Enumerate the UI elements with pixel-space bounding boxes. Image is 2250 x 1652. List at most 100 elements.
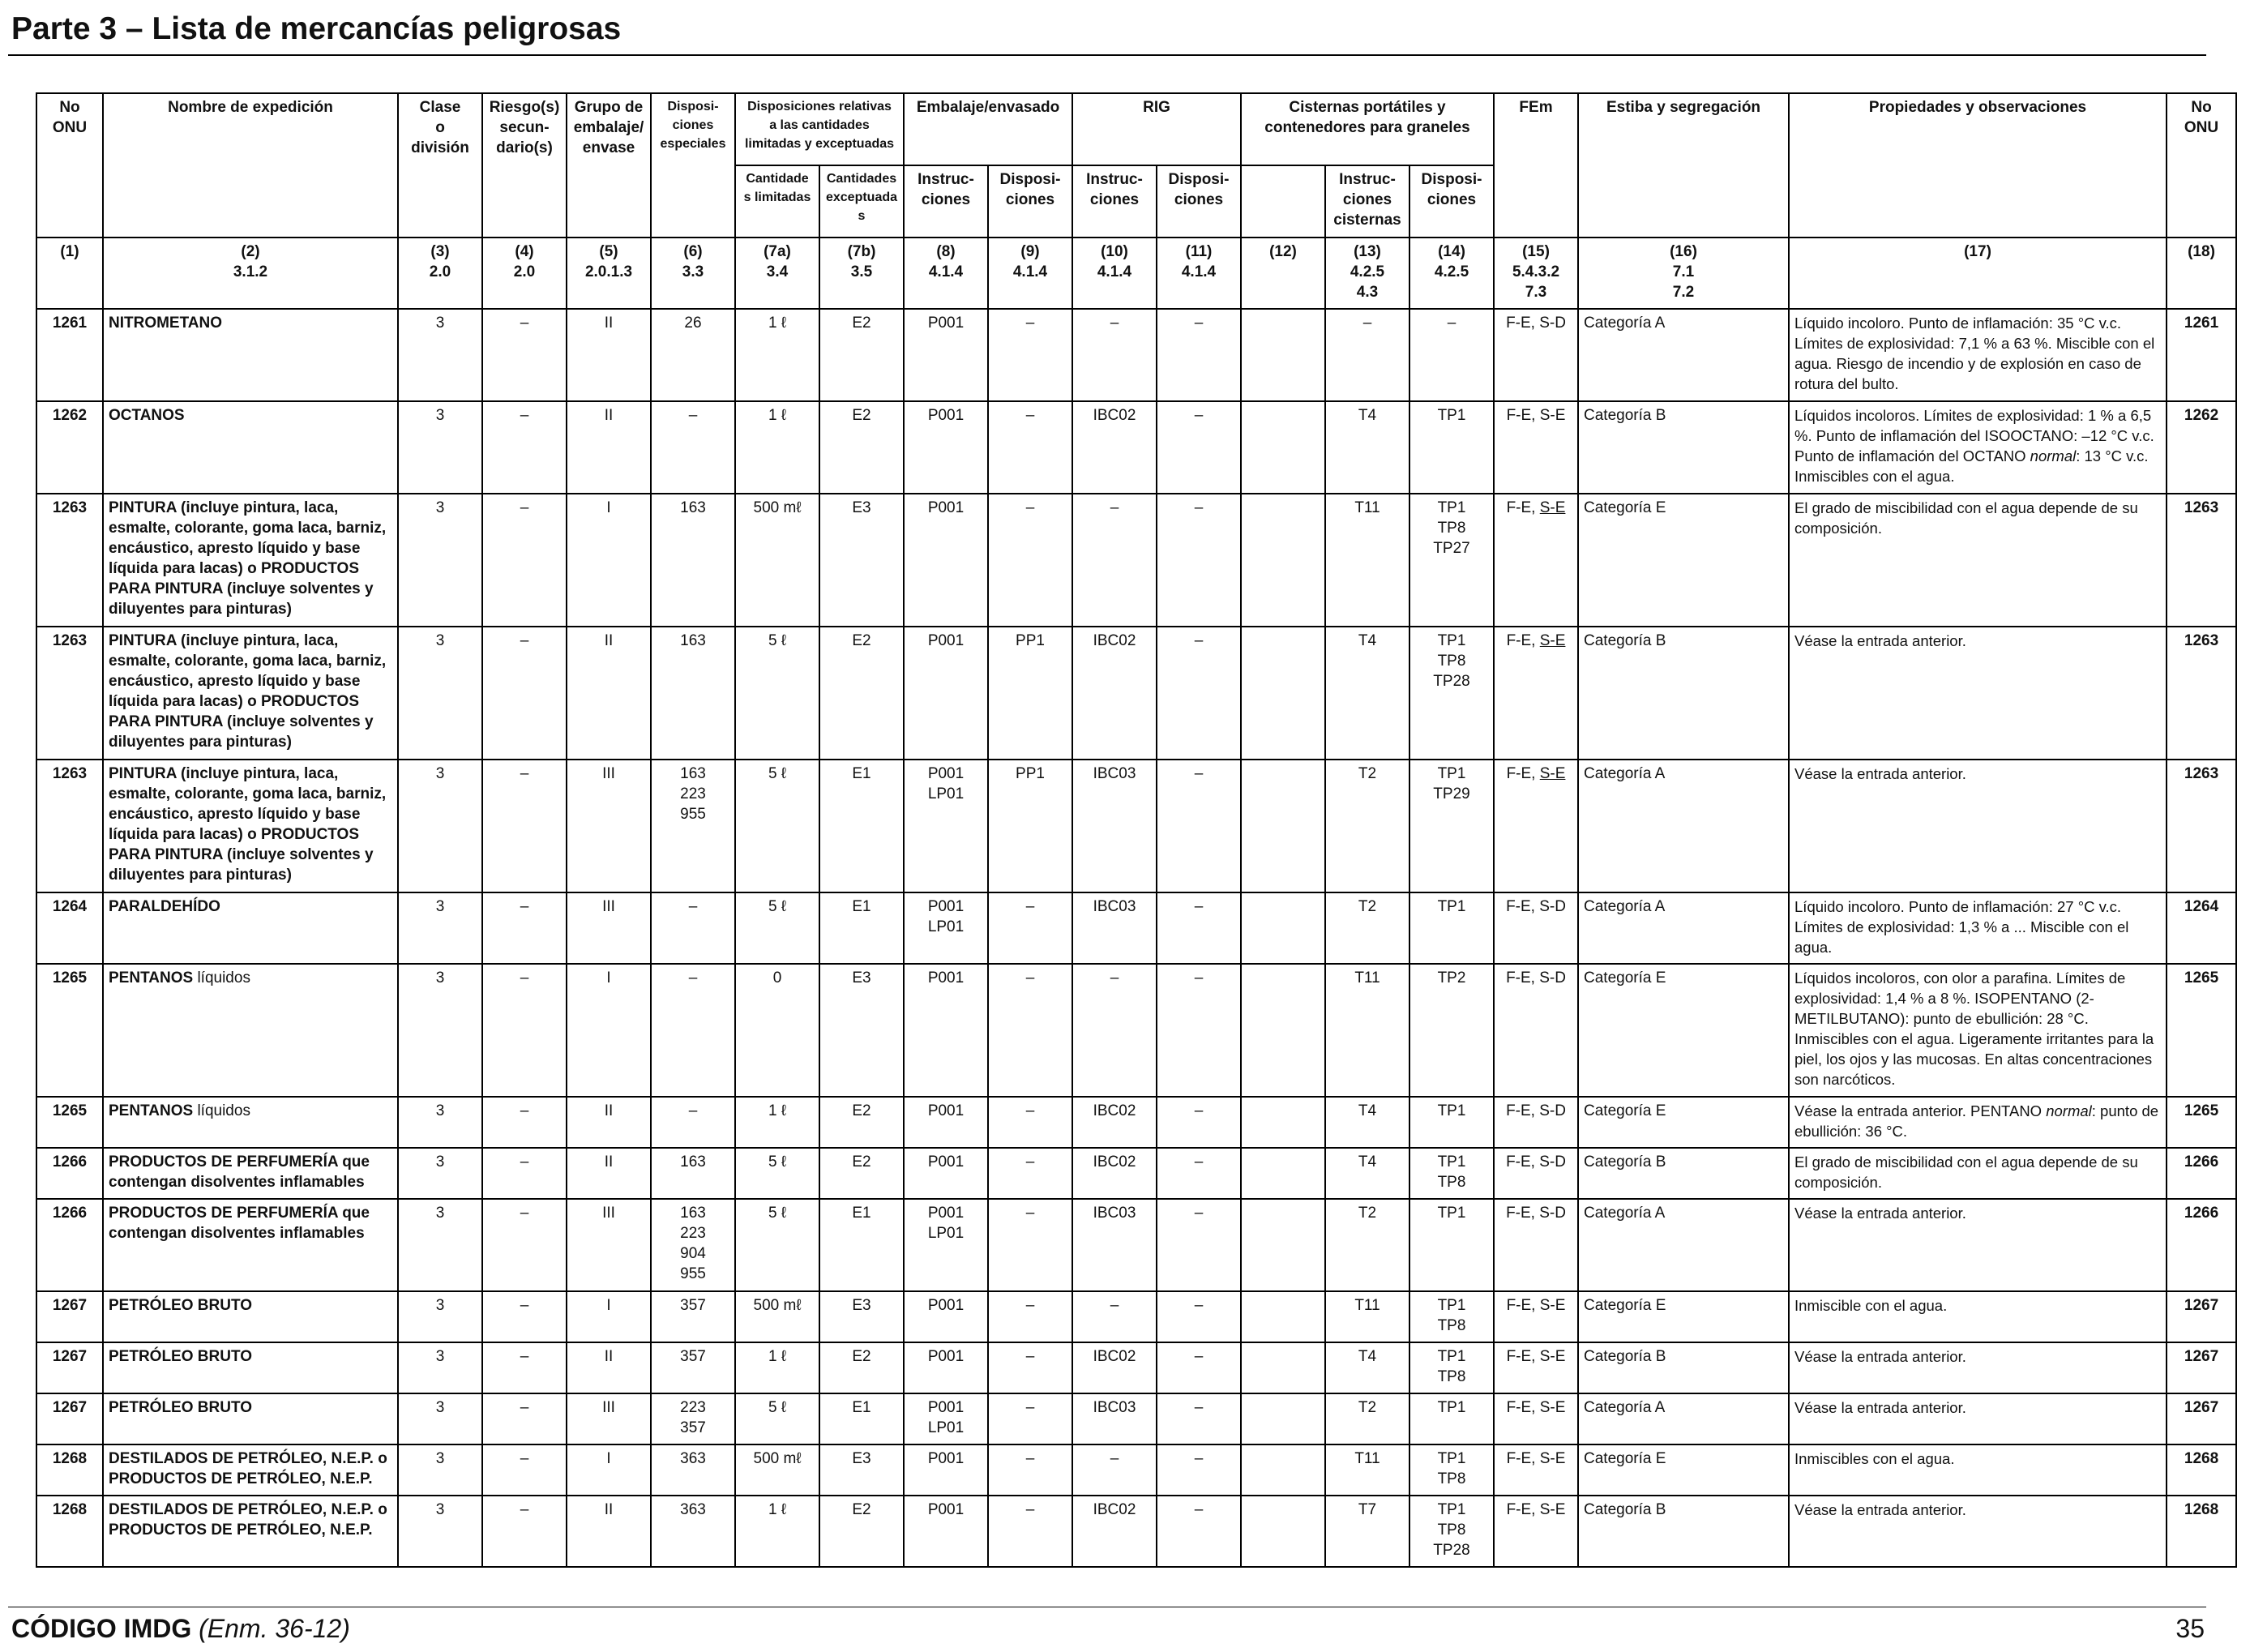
special-provisions-cell: 163 223 904 955 [650,1198,736,1292]
packing-provision-cell: – [987,400,1073,494]
subsidiary-risk-cell: – [481,759,567,893]
ems-spill: S-D [1539,969,1566,986]
ems-cell: F-E, S-D [1493,963,1580,1098]
class-cell: 3 [397,1444,483,1496]
ibc-instruction-cell: IBC02 [1072,1096,1157,1149]
ibc-provision-cell: – [1156,1342,1242,1394]
properties-cell: Líquidos incoloros, con olor a parafina.… [1788,963,2168,1098]
properties-text: Inmiscible con el agua. [1794,1297,1948,1314]
dangerous-goods-table: No ONU Nombre de expedición Clase o divi… [36,92,2238,1568]
packing-group-cell: I [566,1290,652,1343]
properties-text: El grado de miscibilidad con el agua dep… [1794,499,2138,537]
header-subsidiary-risk: Riesgo(s) secun- dario(s) [481,92,567,238]
tank-instruction-cell: – [1324,308,1410,402]
table-row: 1267 PETRÓLEO BRUTO 3– II 357 1 ℓ E2 P001– IBC02… [36,1342,2238,1394]
ems-spill: S-E [1539,1297,1566,1314]
stowage-cell: Categoría A [1577,1198,1790,1292]
properties-cell: Véase la entrada anterior. [1788,1495,2168,1568]
header-shipping-name: Nombre de expedición [102,92,399,238]
subsidiary-risk-cell: – [481,493,567,627]
ibc-instruction-cell: – [1072,493,1157,627]
shipping-name-suffix: líquidos [193,969,250,986]
tank-instruction-cell: T4 [1324,1096,1410,1149]
packing-instruction-cell: P001 LP01 [903,1198,989,1292]
ems-fire: F-E, [1506,315,1540,332]
class-cell: 3 [397,963,483,1098]
shipping-name: PINTURA (incluye pintura, laca, esmalte,… [109,765,387,884]
title-divider [8,54,2206,56]
shipping-name-cell: DESTILADOS DE PETRÓLEO, N.E.P. o PRODUCT… [102,1444,399,1496]
limited-quantity-cell: 5 ℓ [734,892,820,965]
table-row: 1264 PARALDEHÍDO 3– III –5 ℓ E1 P001 LP01– IBC0… [36,892,2238,965]
class-cell: 3 [397,400,483,494]
limited-quantity-cell: 5 ℓ [734,1198,820,1292]
table-row: 1263 PINTURA (incluye pintura, laca, esma… [36,493,2238,627]
col-12-cell [1240,400,1326,494]
shipping-name: OCTANOS [109,407,185,424]
header-ems: FEm [1493,92,1580,238]
tank-provision-cell: TP1 [1408,892,1495,965]
class-cell: 3 [397,1198,483,1292]
excepted-quantity-cell: E2 [819,1495,905,1568]
un-number-right-cell: 1265 [2166,1096,2238,1149]
un-number-right-cell: 1266 [2166,1147,2238,1200]
packing-group-cell: II [566,626,652,760]
packing-instruction-cell: P001 [903,1147,989,1200]
ibc-provision-cell: – [1156,626,1242,760]
tank-provision-cell: TP1 TP8 TP28 [1408,626,1495,760]
tank-provision-cell: TP1 [1408,400,1495,494]
excepted-quantity-cell: E1 [819,1393,905,1445]
subsidiary-risk-cell: – [481,1393,567,1445]
ems-fire: F-E, [1506,407,1540,424]
tank-provision-cell: TP1 [1408,1198,1495,1292]
ibc-provision-cell: – [1156,1444,1242,1496]
ems-fire: F-E, [1506,1450,1540,1467]
stowage-cell: Categoría B [1577,1342,1790,1394]
properties-cell: Véase la entrada anterior. [1788,1198,2168,1292]
column-number: (6) 3.3 [650,237,736,310]
ems-spill: S-D [1539,1205,1566,1222]
header-stowage: Estiba y segregación [1577,92,1790,238]
packing-provision-cell: – [987,1342,1073,1394]
ibc-provision-cell: – [1156,493,1242,627]
ems-cell: F-E, S-E [1493,400,1580,494]
col-12-cell [1240,1198,1326,1292]
excepted-quantity-cell: E2 [819,1342,905,1394]
col-12-cell [1240,1342,1326,1394]
header-limited-excepted-group: Disposiciones relativas a las cantidades… [734,92,905,166]
header-special-provisions: Disposi- ciones especiales [650,92,736,238]
ems-spill: S-E [1539,1450,1566,1467]
packing-group-cell: III [566,892,652,965]
packing-provision-cell: – [987,1198,1073,1292]
col-12-cell [1240,1444,1326,1496]
shipping-name-cell: PRODUCTOS DE PERFUMERÍA que contengan di… [102,1198,399,1292]
packing-instruction-cell: P001 [903,1342,989,1394]
footer-code-title: CÓDIGO IMDG [11,1614,192,1643]
ems-cell: F-E, S-E [1493,1393,1580,1445]
shipping-name: PINTURA (incluye pintura, laca, esmalte,… [109,499,387,618]
ems-spill: S-E [1539,632,1566,649]
header-packing-provisions: Disposi- ciones [987,165,1073,238]
un-number-right-cell: 1268 [2166,1495,2238,1568]
un-number-cell: 1265 [36,1096,104,1149]
packing-instruction-cell: P001 LP01 [903,892,989,965]
special-provisions-cell: 357 [650,1342,736,1394]
un-number-cell: 1263 [36,759,104,893]
properties-text: Líquido incoloro. Punto de inflamación: … [1794,315,2155,392]
special-provisions-cell: – [650,892,736,965]
special-provisions-cell: 163 [650,493,736,627]
shipping-name-cell: NITROMETANO [102,308,399,402]
un-number-cell: 1264 [36,892,104,965]
table-row: 1261 NITROMETANO 3– II 26 1 ℓ E2 P001– – – – – F-E, … [36,308,2238,402]
properties-text: Véase la entrada anterior. [1794,632,1966,649]
col-12-cell [1240,963,1326,1098]
stowage-cell: Categoría A [1577,892,1790,965]
limited-quantity-cell: 5 ℓ [734,759,820,893]
excepted-quantity-cell: E3 [819,1444,905,1496]
properties-text-end: : punto de ebullición: 36 °C. [1794,1102,2159,1140]
ems-cell: F-E, S-D [1493,1198,1580,1292]
column-number: (13) 4.2.5 4.3 [1324,237,1410,310]
special-provisions-cell: 357 [650,1290,736,1343]
shipping-name-cell: PETRÓLEO BRUTO [102,1342,399,1394]
ems-cell: F-E, S-E [1493,759,1580,893]
